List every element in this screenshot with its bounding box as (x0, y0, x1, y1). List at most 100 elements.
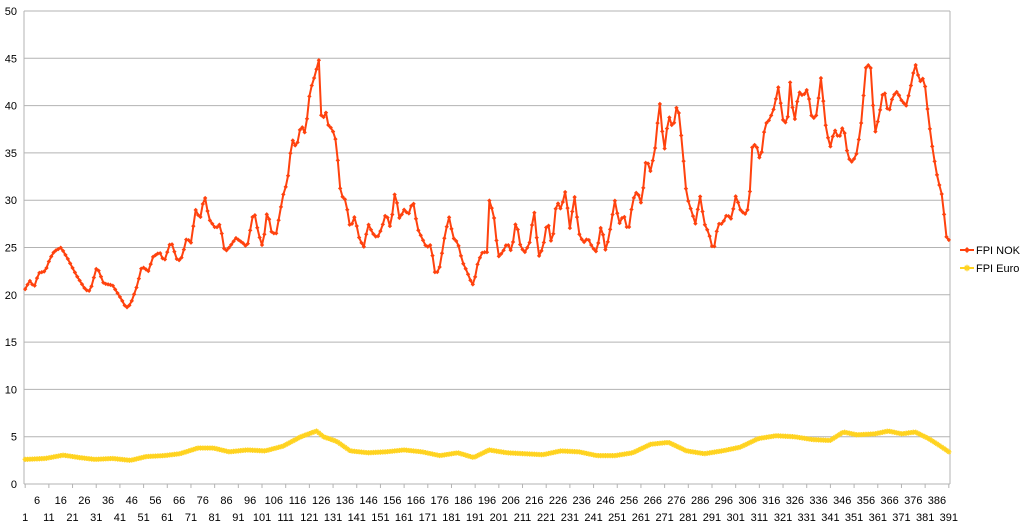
data-point (378, 228, 383, 234)
data-point (851, 156, 857, 162)
data-point (148, 261, 153, 267)
x-tick-label: 151 (371, 512, 389, 524)
x-tick-label: 291 (703, 512, 721, 524)
data-point (129, 298, 134, 304)
data-point (335, 158, 340, 163)
data-point (562, 189, 568, 195)
y-tick-label: 10 (5, 384, 17, 396)
axes (23, 11, 951, 488)
data-point (837, 431, 843, 437)
data-point (337, 186, 343, 191)
data-point (667, 115, 672, 120)
data-point (359, 240, 364, 246)
data-point (259, 242, 265, 248)
y-tick-label: 35 (5, 148, 17, 160)
data-point (320, 434, 327, 440)
data-point (508, 247, 513, 253)
data-point (463, 452, 469, 458)
data-point (605, 239, 610, 245)
data-point (854, 151, 859, 157)
data-point (458, 451, 464, 457)
data-point (927, 126, 933, 132)
data-point (513, 222, 518, 227)
data-point (539, 248, 544, 254)
data-point (939, 444, 945, 450)
data-point (645, 161, 651, 166)
data-point (899, 98, 904, 103)
data-point (645, 442, 651, 449)
data-point (217, 222, 222, 227)
x-tick-label: 36 (102, 495, 114, 507)
data-point (631, 449, 637, 455)
data-point (501, 248, 506, 253)
data-point (385, 215, 390, 220)
data-point (288, 151, 293, 156)
data-point (662, 146, 667, 151)
data-point (275, 444, 282, 450)
data-point (397, 215, 402, 221)
data-point (924, 435, 931, 441)
x-tick-label: 341 (821, 512, 839, 524)
data-point (188, 240, 194, 245)
data-point (314, 67, 319, 72)
data-point (477, 255, 483, 260)
data-point (489, 205, 494, 211)
series-fpi-euro (22, 428, 952, 463)
data-point (115, 290, 120, 296)
data-point (165, 249, 170, 255)
data-point (863, 65, 869, 70)
data-point (361, 244, 367, 249)
data-point (290, 138, 296, 143)
data-point (709, 243, 715, 249)
data-point (496, 254, 502, 259)
data-point (461, 261, 466, 266)
data-point (515, 227, 520, 232)
data-point (214, 225, 220, 230)
x-tick-label: 216 (525, 495, 543, 507)
data-point (856, 137, 862, 142)
data-point (295, 140, 300, 145)
data-point (319, 113, 324, 118)
data-point (172, 249, 177, 254)
data-point (283, 442, 289, 448)
data-point (936, 442, 942, 449)
data-point (868, 65, 873, 71)
data-point (757, 155, 762, 160)
data-point (278, 204, 284, 210)
data-point (82, 285, 87, 291)
data-point (558, 206, 563, 211)
data-point (823, 123, 828, 128)
data-point (79, 282, 85, 287)
data-point (705, 227, 710, 232)
data-point (925, 106, 930, 112)
data-point (506, 242, 511, 248)
data-point (624, 224, 629, 230)
data-point (276, 218, 281, 223)
data-point (889, 97, 895, 102)
data-point (292, 437, 298, 443)
data-point (643, 160, 648, 166)
data-point (325, 435, 331, 442)
data-point (202, 195, 208, 201)
data-point (297, 434, 303, 440)
data-point (444, 224, 449, 229)
data-point (844, 148, 850, 153)
x-tick-label: 296 (715, 495, 733, 507)
x-tick-label: 66 (173, 495, 185, 507)
data-point (191, 223, 196, 229)
x-tick-label: 231 (561, 512, 579, 524)
data-point (300, 125, 305, 130)
data-point (181, 247, 187, 252)
data-point (236, 237, 241, 242)
data-point (690, 213, 696, 219)
data-point (318, 432, 324, 438)
x-tick-label: 211 (514, 512, 532, 524)
data-point (352, 215, 357, 220)
data-point (344, 446, 350, 452)
data-point (499, 251, 504, 256)
data-point (811, 115, 817, 121)
data-point (337, 441, 343, 447)
data-point (458, 253, 464, 259)
data-point (456, 243, 461, 249)
